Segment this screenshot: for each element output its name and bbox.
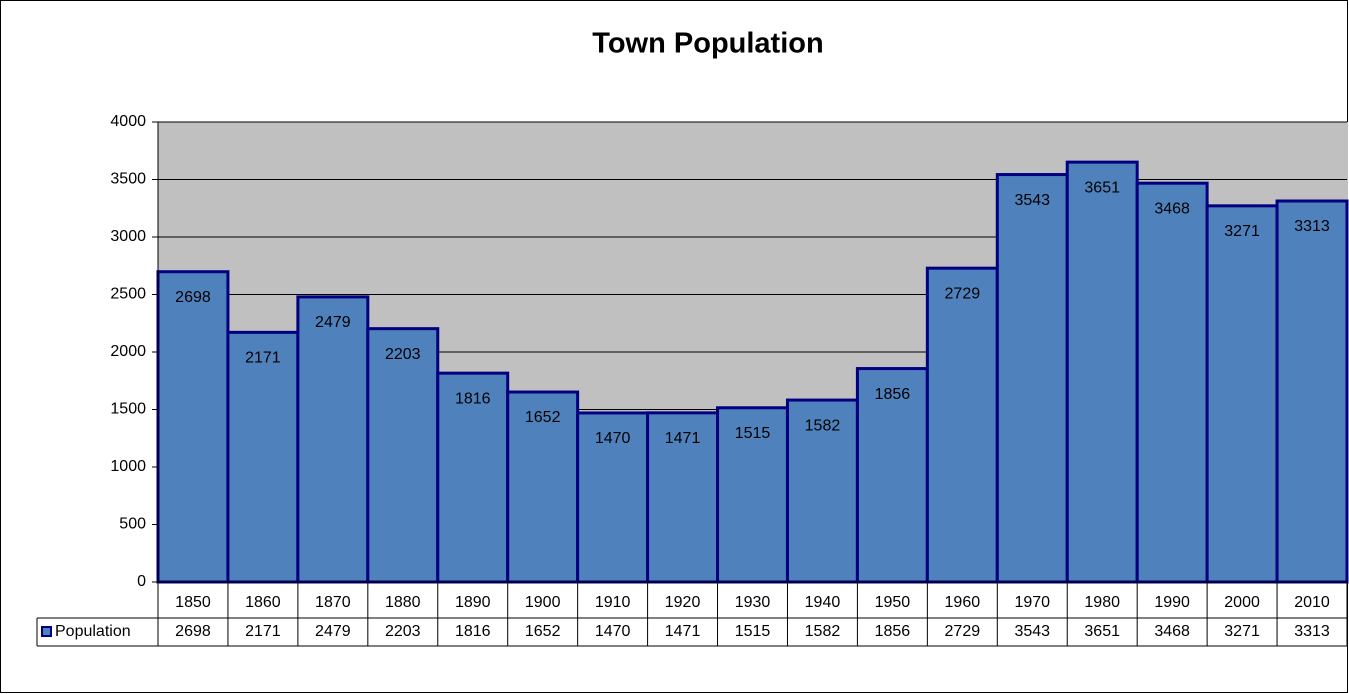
data-label: 3543 [1014,192,1050,209]
data-label: 3651 [1084,179,1120,196]
bar [576,411,650,584]
bar [1275,199,1349,584]
table-value: 3271 [1224,623,1260,640]
data-label: 2479 [315,314,351,331]
x-tick-label: 1930 [735,594,771,611]
table-value: 3313 [1294,623,1330,640]
x-tick-label: 2000 [1224,594,1260,611]
x-tick-label: 1970 [1014,594,1050,611]
table-value: 1515 [735,623,771,640]
table-value: 2698 [175,623,211,640]
x-tick-label: 1980 [1084,594,1120,611]
table-value: 1652 [525,623,561,640]
bar [995,173,1069,584]
x-tick-label: 1900 [525,594,561,611]
bar [1205,204,1279,584]
data-label: 1470 [595,430,631,447]
x-tick-label: 1910 [595,594,631,611]
y-tick-label: 0 [137,573,146,590]
chart-title: Town Population [592,28,823,60]
x-tick-label: 1850 [175,594,211,611]
data-label: 3468 [1154,200,1190,217]
bar [296,295,370,584]
data-label: 3271 [1224,223,1260,240]
x-tick-label: 1870 [315,594,351,611]
data-label: 1515 [735,425,771,442]
x-tick-label: 1960 [945,594,981,611]
y-tick-label: 1500 [110,401,146,418]
y-tick-label: 2000 [110,343,146,360]
x-tick-label: 1940 [805,594,841,611]
bar [156,270,230,584]
x-tick-label: 1860 [245,594,281,611]
data-label: 2698 [175,289,211,306]
table-value: 1471 [665,623,701,640]
legend-key [41,626,52,637]
x-tick-label: 1990 [1154,594,1190,611]
bar [366,327,440,584]
y-tick-label: 3000 [110,228,146,245]
data-label: 1652 [525,409,561,426]
bar [1135,181,1209,584]
table-value: 2729 [945,623,981,640]
table-value: 2203 [385,623,421,640]
x-tick-label: 2010 [1294,594,1330,611]
bar [1065,160,1139,584]
y-tick-label: 1000 [110,458,146,475]
table-value: 3468 [1154,623,1190,640]
data-label: 2729 [945,285,981,302]
data-label: 2203 [385,346,421,363]
table-value: 2479 [315,623,351,640]
bar [506,390,580,584]
data-label: 2171 [245,350,281,367]
y-tick-label: 500 [119,516,146,533]
data-label: 1856 [875,386,911,403]
x-tick-label: 1920 [665,594,701,611]
x-tick-label: 1890 [455,594,491,611]
x-tick-label: 1950 [875,594,911,611]
bar [226,330,300,584]
bar [646,411,720,584]
table-value: 3543 [1014,623,1050,640]
data-label: 1582 [805,417,841,434]
y-tick-label: 4000 [110,113,146,130]
table-value: 1582 [805,623,841,640]
data-label: 1471 [665,430,701,447]
bar [925,266,999,584]
x-tick-label: 1880 [385,594,421,611]
legend-label: Population [55,623,131,640]
data-label: 1816 [455,390,491,407]
y-tick-label: 3500 [110,171,146,188]
table-value: 1816 [455,623,491,640]
y-tick-label: 2500 [110,286,146,303]
table-value: 3651 [1084,623,1120,640]
table-value: 1856 [875,623,911,640]
bar [855,367,929,584]
table-value: 1470 [595,623,631,640]
table-value: 2171 [245,623,281,640]
data-label: 3313 [1294,218,1330,235]
